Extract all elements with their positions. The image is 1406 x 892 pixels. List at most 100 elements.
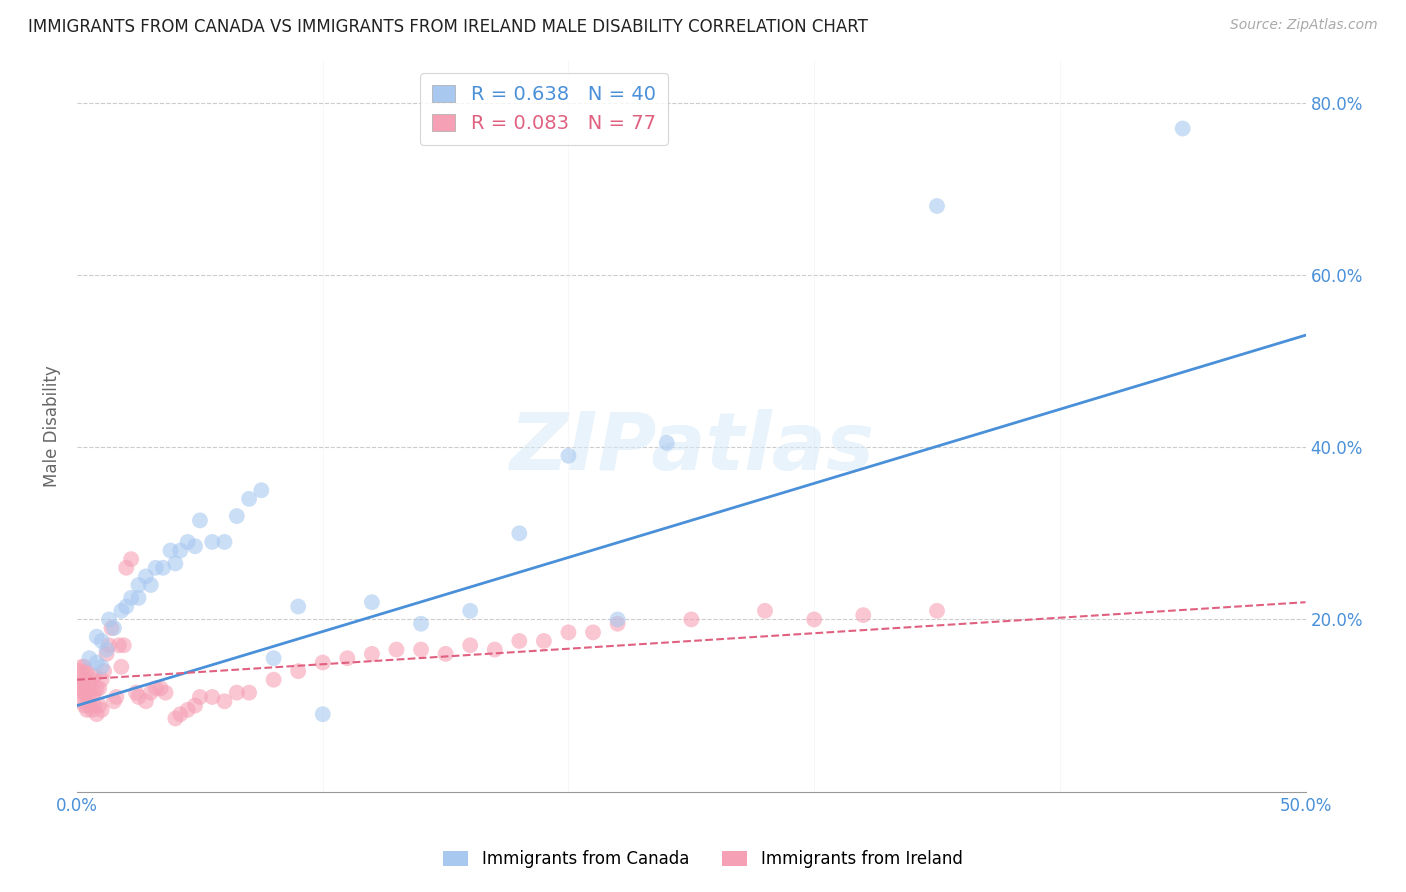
- Point: [90, 673, 112, 687]
- Point: [754, 604, 776, 618]
- Point: [655, 435, 678, 450]
- Point: [70, 660, 93, 674]
- Point: [458, 604, 481, 618]
- Point: [176, 535, 198, 549]
- Point: [238, 686, 260, 700]
- Point: [312, 656, 335, 670]
- Point: [214, 535, 236, 549]
- Point: [80, 703, 103, 717]
- Legend: R = 0.638   N = 40, R = 0.083   N = 77: R = 0.638 N = 40, R = 0.083 N = 77: [420, 73, 668, 145]
- Point: [508, 634, 530, 648]
- Point: [135, 694, 157, 708]
- Point: [96, 647, 118, 661]
- Point: [103, 621, 125, 635]
- Point: [852, 608, 875, 623]
- Point: [83, 668, 105, 682]
- Point: [312, 707, 335, 722]
- Point: [73, 660, 96, 674]
- Y-axis label: Male Disability: Male Disability: [44, 365, 60, 486]
- Point: [214, 694, 236, 708]
- Point: [112, 638, 135, 652]
- Point: [557, 449, 579, 463]
- Point: [135, 569, 157, 583]
- Point: [336, 651, 359, 665]
- Point: [145, 561, 167, 575]
- Point: [225, 686, 247, 700]
- Text: IMMIGRANTS FROM CANADA VS IMMIGRANTS FROM IRELAND MALE DISABILITY CORRELATION CH: IMMIGRANTS FROM CANADA VS IMMIGRANTS FRO…: [28, 18, 868, 36]
- Point: [103, 694, 125, 708]
- Point: [361, 647, 384, 661]
- Point: [105, 690, 128, 704]
- Legend: Immigrants from Canada, Immigrants from Ireland: Immigrants from Canada, Immigrants from …: [437, 844, 969, 875]
- Point: [169, 543, 191, 558]
- Point: [169, 707, 191, 722]
- Point: [80, 673, 103, 687]
- Point: [83, 698, 105, 713]
- Point: [159, 543, 181, 558]
- Point: [76, 664, 98, 678]
- Point: [152, 561, 174, 575]
- Point: [79, 698, 101, 713]
- Point: [557, 625, 579, 640]
- Point: [86, 707, 108, 722]
- Point: [69, 673, 91, 687]
- Point: [128, 591, 150, 605]
- Point: [361, 595, 384, 609]
- Point: [80, 690, 103, 704]
- Point: [96, 642, 118, 657]
- Point: [201, 535, 224, 549]
- Point: [458, 638, 481, 652]
- Point: [263, 673, 285, 687]
- Point: [1171, 121, 1194, 136]
- Point: [89, 698, 111, 713]
- Point: [184, 539, 207, 553]
- Point: [484, 642, 506, 657]
- Point: [115, 599, 138, 614]
- Point: [606, 612, 628, 626]
- Point: [90, 660, 112, 674]
- Point: [90, 703, 112, 717]
- Point: [115, 561, 138, 575]
- Point: [70, 686, 93, 700]
- Point: [139, 578, 162, 592]
- Point: [803, 612, 825, 626]
- Point: [201, 690, 224, 704]
- Point: [508, 526, 530, 541]
- Point: [76, 703, 98, 717]
- Point: [409, 616, 432, 631]
- Point: [681, 612, 703, 626]
- Point: [155, 686, 177, 700]
- Point: [533, 634, 555, 648]
- Point: [125, 686, 148, 700]
- Point: [225, 509, 247, 524]
- Point: [83, 686, 105, 700]
- Point: [108, 638, 131, 652]
- Point: [93, 664, 115, 678]
- Point: [70, 694, 93, 708]
- Point: [263, 651, 285, 665]
- Point: [128, 690, 150, 704]
- Point: [238, 491, 260, 506]
- Point: [69, 664, 91, 678]
- Point: [145, 681, 167, 696]
- Point: [139, 686, 162, 700]
- Point: [165, 557, 187, 571]
- Point: [89, 681, 111, 696]
- Point: [409, 642, 432, 657]
- Point: [149, 681, 172, 696]
- Point: [73, 686, 96, 700]
- Point: [69, 681, 91, 696]
- Point: [176, 703, 198, 717]
- Point: [188, 690, 211, 704]
- Point: [79, 651, 101, 665]
- Point: [184, 698, 207, 713]
- Point: [188, 513, 211, 527]
- Text: Source: ZipAtlas.com: Source: ZipAtlas.com: [1230, 18, 1378, 32]
- Point: [76, 681, 98, 696]
- Point: [606, 616, 628, 631]
- Point: [582, 625, 605, 640]
- Point: [86, 656, 108, 670]
- Point: [110, 660, 132, 674]
- Point: [385, 642, 408, 657]
- Point: [250, 483, 273, 498]
